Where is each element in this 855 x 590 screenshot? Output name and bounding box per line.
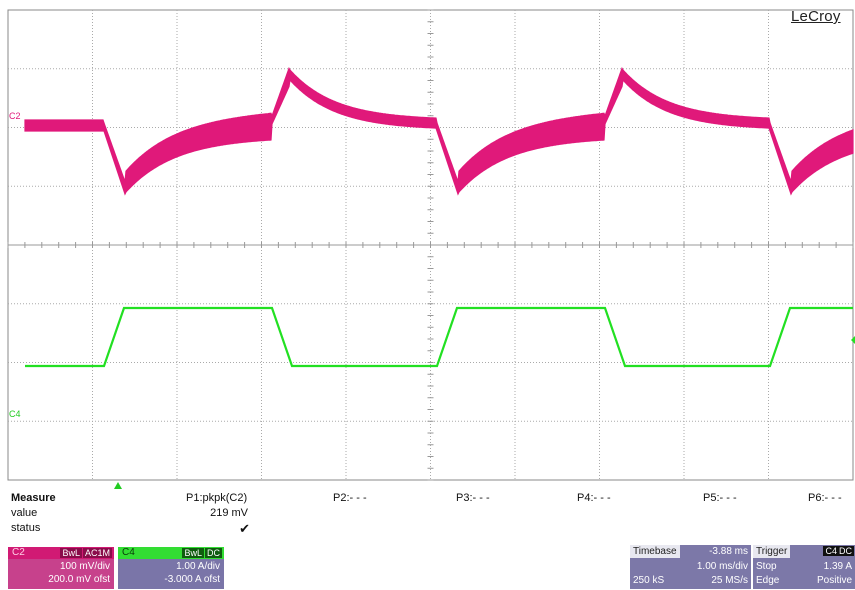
c4-channel-name: C4 (122, 547, 135, 558)
c4-trigger-level-marker[interactable] (851, 336, 855, 344)
c2-offset: 200.0 mV ofst (48, 574, 110, 585)
timebase-samples: 250 kS (633, 575, 665, 586)
measure-p4-label[interactable]: P4:- - - (577, 492, 611, 504)
c4-scale: 1.00 A/div (176, 561, 220, 572)
c4-offset: -3.000 A ofst (164, 574, 220, 585)
trigger-mode: Stop (756, 561, 777, 572)
trigger-type: Edge (756, 575, 780, 586)
c2-bwl-tag: BwL (60, 548, 82, 558)
measure-p5-label[interactable]: P5:- - - (703, 492, 737, 504)
channel-c2-descriptor[interactable]: C2 BwL AC1M 100 mV/div 200.0 mV ofst (8, 547, 114, 589)
trigger-label: Trigger (753, 545, 791, 558)
measure-p2-label[interactable]: P2:- - - (333, 492, 367, 504)
trigger-descriptor[interactable]: Trigger C4 DC Stop 1.39 A Edge Positive (753, 545, 855, 589)
measure-row-value: value (11, 507, 38, 519)
c2-waveform (24, 67, 854, 196)
c4-bwl-tag: BwL (182, 548, 204, 558)
timebase-per-div: 1.00 ms/div (696, 561, 748, 572)
trigger-level: 1.39 A (823, 561, 852, 572)
c2-coupling-tag: AC1M (82, 548, 112, 558)
c2-trace-marker[interactable]: C2 (9, 111, 21, 121)
timebase-descriptor[interactable]: Timebase -3.88 ms 1.00 ms/div 250 kS 25 … (630, 545, 751, 589)
c2-scale: 100 mV/div (59, 561, 110, 572)
trigger-source: C4 (823, 546, 839, 556)
measure-p6-label[interactable]: P6:- - - (808, 492, 842, 504)
channel-c4-descriptor[interactable]: C4 BwL DC 1.00 A/div -3.000 A ofst (118, 547, 224, 589)
c2-tags: BwL AC1M (59, 548, 112, 558)
trigger-coupling: DC (837, 546, 854, 556)
measure-p1-value: 219 mV (210, 507, 248, 519)
scope-display[interactable] (0, 0, 855, 490)
lecroy-logo: LeCroy (791, 8, 841, 25)
measure-p3-label[interactable]: P3:- - - (456, 492, 490, 504)
c4-trace-marker[interactable]: C4 (9, 409, 21, 419)
timebase-delay: -3.88 ms (709, 546, 748, 557)
measure-panel: Measure value status P1:pkpk(C2) 219 mV … (0, 490, 855, 542)
measure-p1-status-icon: ✔ (239, 521, 250, 536)
measure-title[interactable]: Measure (11, 492, 56, 504)
measure-row-status: status (11, 522, 41, 534)
c4-waveform (25, 306, 853, 368)
graticule (7, 9, 854, 481)
c4-tags: BwL DC (181, 548, 222, 558)
c4-coupling-tag: DC (205, 548, 222, 558)
measure-p1-label[interactable]: P1:pkpk(C2) (186, 492, 248, 504)
trigger-position-marker[interactable] (114, 482, 122, 489)
c2-channel-name: C2 (12, 547, 25, 558)
timebase-sample-rate: 25 MS/s (711, 575, 748, 586)
trigger-slope: Positive (816, 575, 852, 586)
timebase-label: Timebase (630, 545, 680, 558)
